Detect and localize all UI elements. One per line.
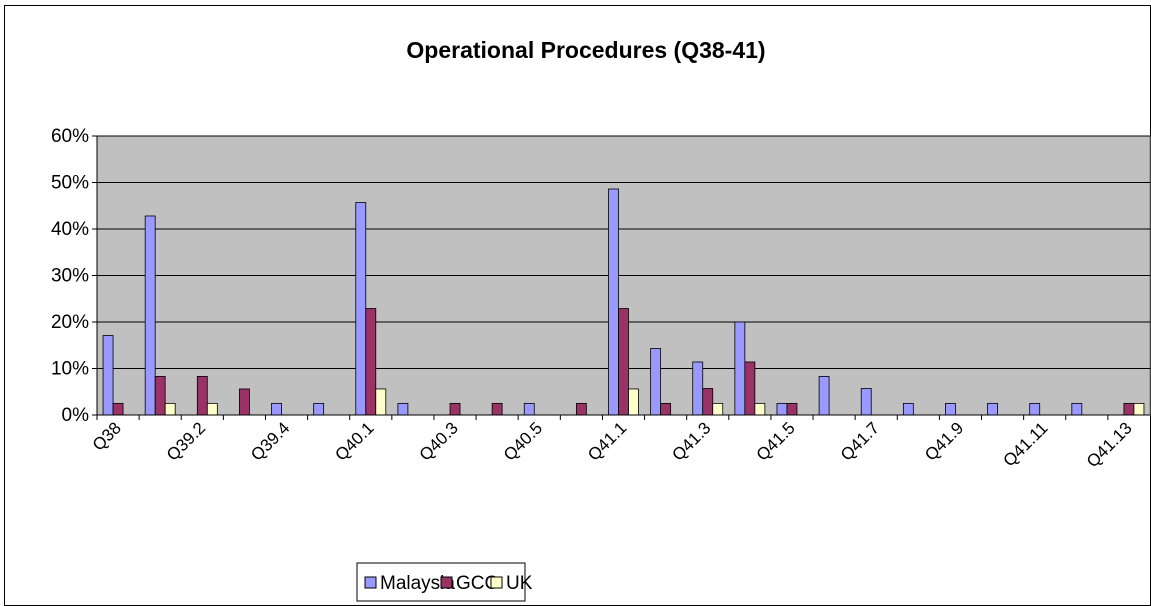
legend-swatch bbox=[364, 576, 377, 589]
bar bbox=[144, 215, 156, 416]
bar bbox=[734, 321, 746, 416]
bar bbox=[491, 402, 503, 416]
legend-swatch bbox=[440, 576, 453, 589]
bar bbox=[945, 402, 956, 416]
legend-swatch bbox=[490, 576, 503, 589]
bar bbox=[102, 335, 114, 416]
y-tick-label: 20% bbox=[51, 312, 89, 333]
bar bbox=[575, 402, 587, 416]
bar bbox=[776, 402, 788, 416]
y-tick-label: 40% bbox=[51, 219, 89, 240]
y-tick-label: 60% bbox=[51, 126, 89, 147]
legend-label: UK bbox=[506, 573, 533, 594]
bar bbox=[660, 402, 672, 416]
bar bbox=[271, 402, 282, 416]
bar bbox=[786, 402, 798, 416]
bar bbox=[692, 361, 704, 416]
bar bbox=[754, 402, 766, 416]
bar bbox=[987, 402, 998, 416]
bar bbox=[650, 348, 662, 416]
bar bbox=[618, 308, 629, 416]
bar bbox=[239, 388, 250, 416]
bar bbox=[860, 388, 872, 416]
bar bbox=[1133, 402, 1145, 416]
bar bbox=[818, 376, 830, 416]
bar bbox=[375, 388, 387, 416]
y-tick-label: 30% bbox=[51, 266, 89, 287]
bar bbox=[154, 376, 166, 416]
bar bbox=[702, 388, 714, 416]
bar bbox=[523, 402, 535, 416]
bar bbox=[313, 402, 325, 416]
bar bbox=[608, 188, 619, 416]
bar bbox=[355, 202, 367, 416]
legend-label: Malaysia bbox=[380, 573, 455, 594]
bar bbox=[744, 361, 756, 416]
bar bbox=[164, 402, 176, 416]
bar bbox=[365, 308, 377, 416]
bar bbox=[112, 402, 124, 416]
bar bbox=[1071, 402, 1083, 416]
legend-label: GCC bbox=[456, 573, 498, 594]
bar bbox=[628, 388, 639, 416]
y-tick-label: 10% bbox=[51, 359, 89, 380]
y-tick-label: 0% bbox=[62, 405, 90, 426]
bar bbox=[1029, 402, 1041, 416]
bar bbox=[712, 402, 724, 416]
chart-title: Operational Procedures (Q38-41) bbox=[406, 37, 765, 63]
bar bbox=[902, 402, 914, 416]
bar bbox=[397, 402, 409, 416]
bar bbox=[196, 376, 208, 416]
bar bbox=[206, 402, 218, 416]
y-tick-label: 50% bbox=[51, 173, 89, 194]
bar bbox=[1123, 402, 1135, 416]
bar bbox=[449, 402, 461, 416]
